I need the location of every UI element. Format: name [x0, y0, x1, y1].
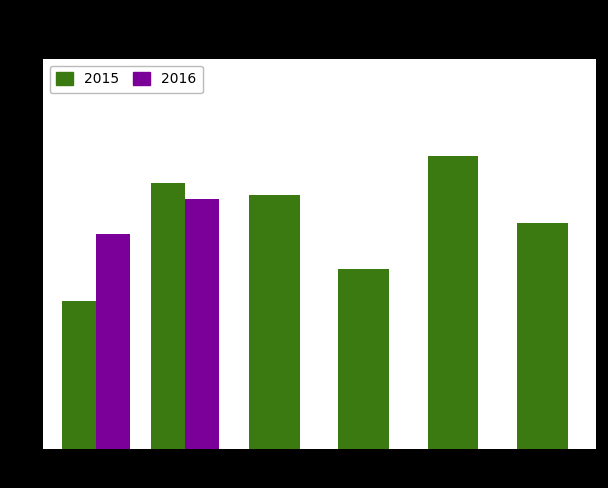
Bar	[517, 223, 568, 449]
Bar	[427, 156, 478, 449]
Legend: 2015, 2016: 2015, 2016	[49, 65, 203, 93]
Bar	[249, 195, 300, 449]
Bar	[62, 301, 96, 449]
Bar	[339, 269, 389, 449]
Bar	[151, 183, 185, 449]
Bar	[96, 234, 130, 449]
Bar	[185, 199, 219, 449]
